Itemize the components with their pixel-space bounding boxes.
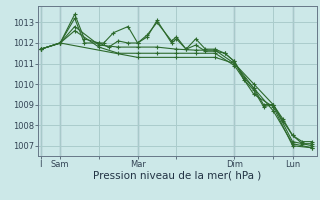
X-axis label: Pression niveau de la mer( hPa ): Pression niveau de la mer( hPa ) [93,171,262,181]
